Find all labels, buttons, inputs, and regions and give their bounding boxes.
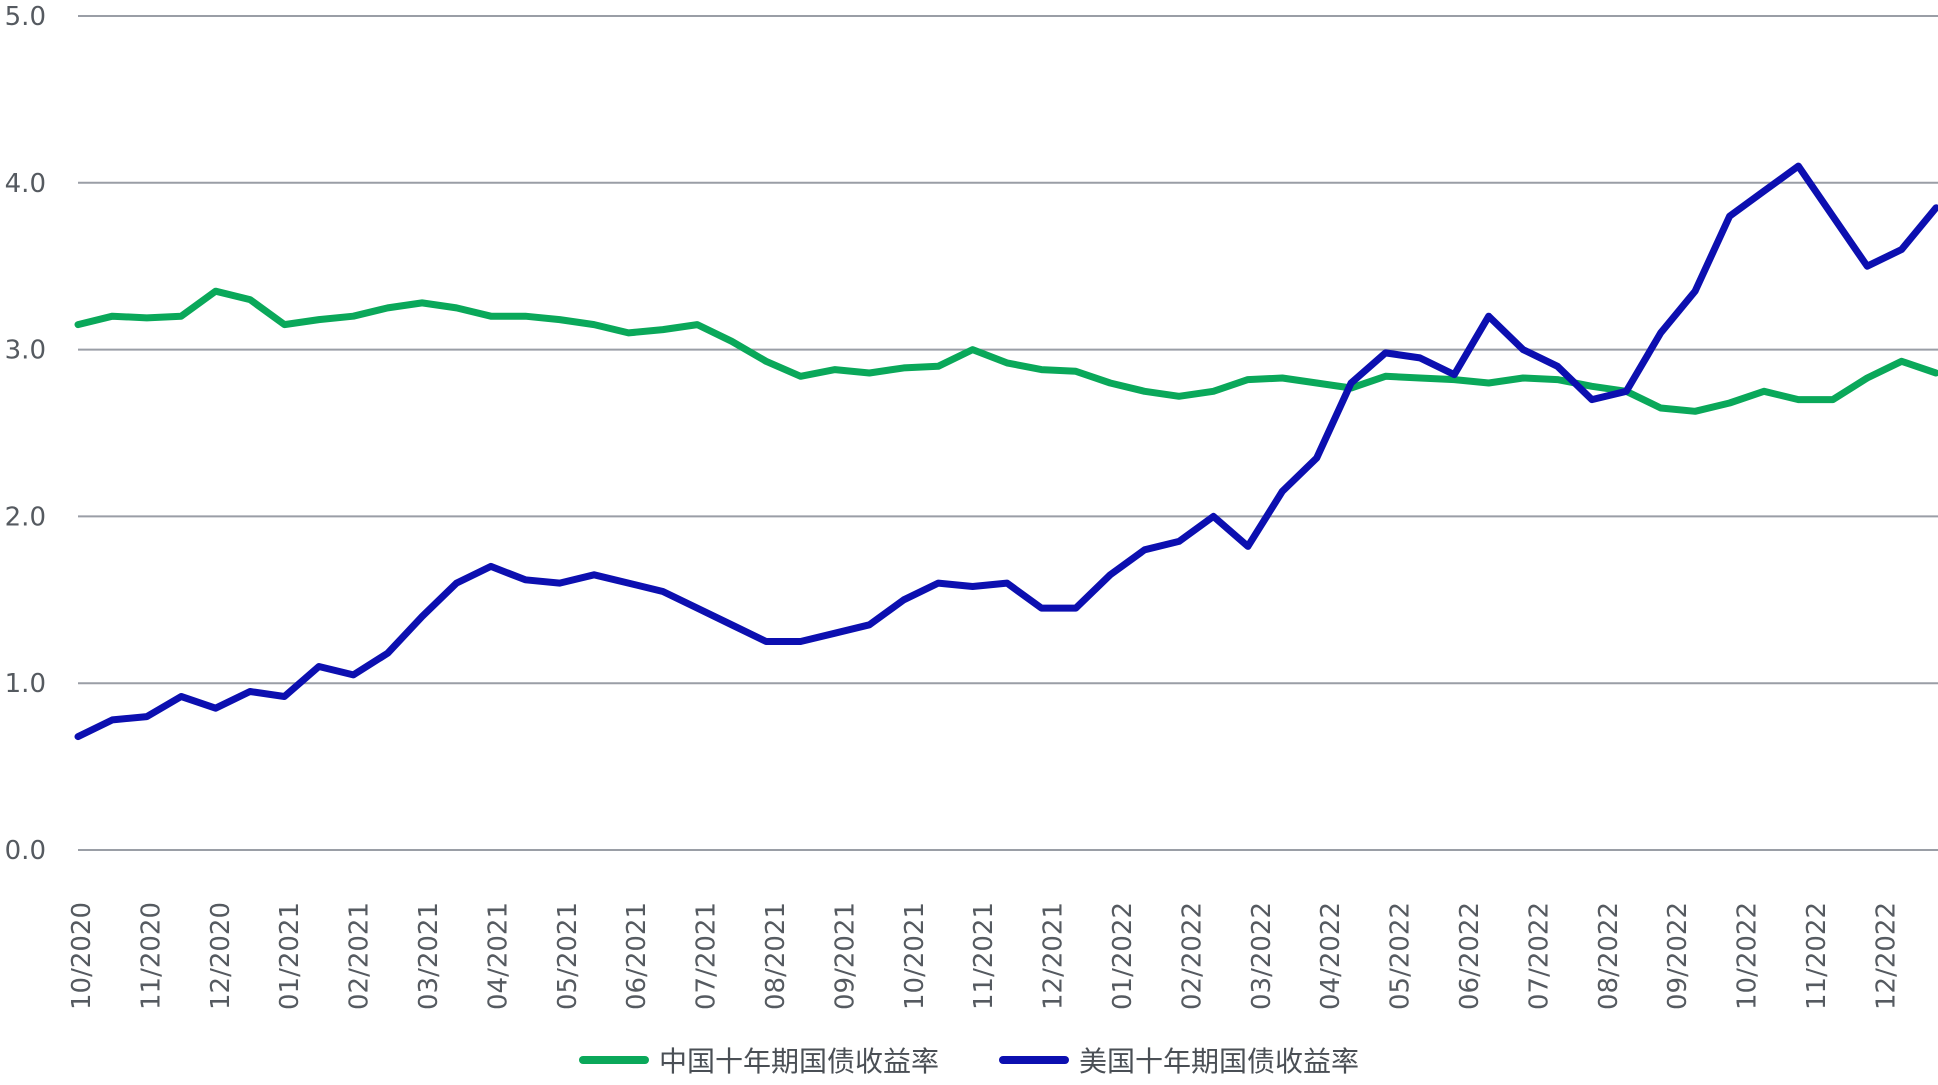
series-lines (74, 162, 1938, 741)
x-axis-tick-labels: 10/2020 11/2020 12/2020 01/2021 02/2021 03/20… (67, 902, 1901, 1010)
x-tick-label: 12/2021 (1039, 902, 1069, 1010)
x-tick-label: 11/2022 (1802, 902, 1832, 1010)
x-tick-label: 06/2022 (1455, 902, 1485, 1010)
y-axis-tick-labels: 0.0 1.0 2.0 3.0 4.0 5.0 (5, 2, 46, 866)
x-tick-label: 02/2022 (1177, 902, 1207, 1010)
x-tick-label: 08/2021 (761, 902, 791, 1010)
x-tick-label: 09/2022 (1663, 902, 1693, 1010)
x-tick-label: 10/2021 (900, 902, 930, 1010)
x-tick-label: 06/2021 (622, 902, 652, 1010)
x-tick-label: 03/2022 (1247, 902, 1277, 1010)
x-tick-label: 08/2022 (1594, 902, 1624, 1010)
x-tick-label: 11/2021 (969, 902, 999, 1010)
x-tick-label: 04/2022 (1316, 902, 1346, 1010)
legend-swatch-china (578, 1056, 649, 1064)
x-tick-label: 01/2021 (275, 902, 305, 1010)
x-tick-label: 12/2020 (206, 902, 236, 1010)
y-tick-label: 3.0 (5, 336, 46, 366)
legend-item-us: 美国十年期国债收益率 (999, 1040, 1359, 1080)
x-tick-label: 01/2022 (1108, 902, 1138, 1010)
x-tick-label: 03/2021 (414, 902, 444, 1010)
series-line-china (74, 287, 1938, 415)
x-tick-label: 07/2022 (1524, 902, 1554, 1010)
x-tick-label: 10/2020 (67, 902, 97, 1010)
legend-item-china: 中国十年期国债收益率 (578, 1040, 939, 1080)
x-tick-label: 10/2022 (1733, 902, 1763, 1010)
y-tick-label: 5.0 (5, 2, 46, 32)
legend-swatch-us (999, 1056, 1069, 1064)
x-tick-label: 11/2020 (136, 902, 166, 1010)
x-tick-label: 04/2021 (483, 902, 513, 1010)
x-tick-label: 07/2021 (692, 902, 722, 1010)
x-tick-label: 12/2022 (1871, 902, 1901, 1010)
x-tick-label: 05/2022 (1386, 902, 1416, 1010)
legend-label-us: 美国十年期国债收益率 (1079, 1045, 1360, 1078)
y-tick-label: 1.0 (5, 669, 46, 699)
x-tick-label: 09/2021 (830, 902, 860, 1010)
y-tick-label: 0.0 (5, 836, 46, 866)
legend: 中国十年期国债收益率 美国十年期国债收益率 (0, 1040, 1938, 1080)
x-tick-label: 05/2021 (553, 902, 583, 1010)
legend-label-china: 中国十年期国债收益率 (658, 1045, 939, 1078)
grid-lines (78, 15, 1938, 851)
x-tick-label: 02/2021 (345, 902, 375, 1010)
series-line-us (74, 162, 1938, 741)
y-tick-label: 2.0 (5, 502, 46, 532)
y-tick-label: 4.0 (5, 169, 46, 199)
